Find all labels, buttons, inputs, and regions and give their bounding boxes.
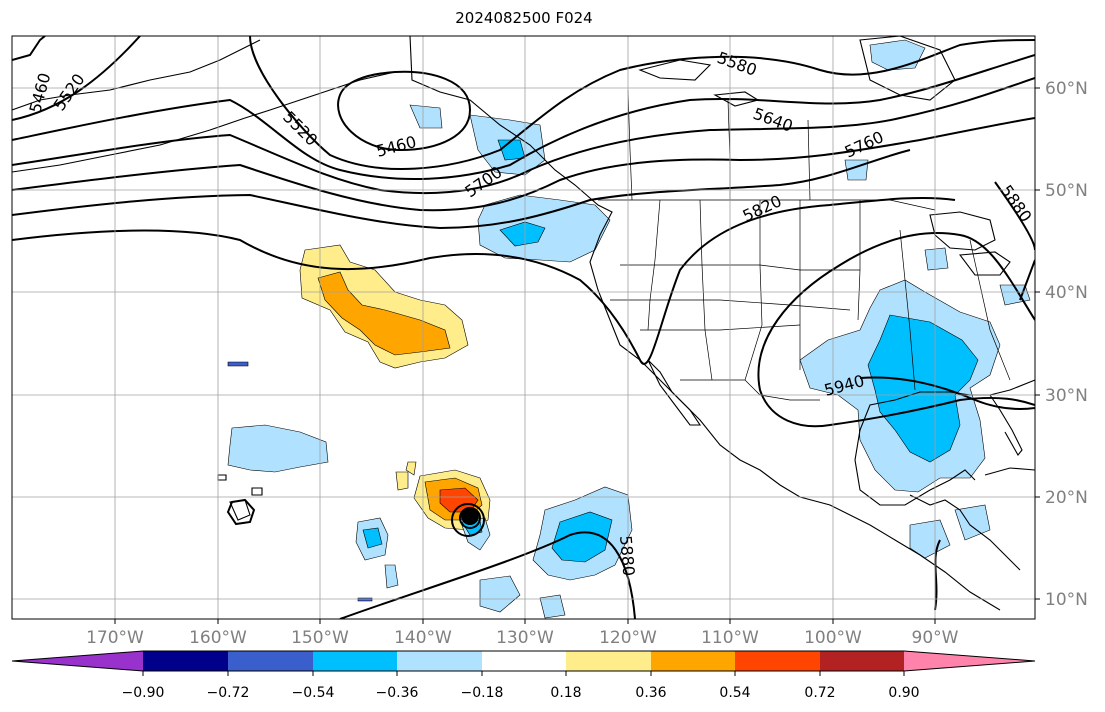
colorbar-segment bbox=[735, 651, 820, 671]
contour-5580 bbox=[12, 54, 1035, 181]
lat-label: 40°N bbox=[1045, 283, 1088, 303]
contour-label: 5880 bbox=[616, 535, 638, 577]
colorbar: −0.90 −0.72 −0.54 −0.36 −0.18 0.18 0.36 … bbox=[11, 650, 1036, 701]
contour-label: 5880 bbox=[997, 181, 1036, 225]
contour-label: 5460 bbox=[374, 132, 418, 161]
colorbar-tick-label: −0.72 bbox=[207, 685, 250, 701]
map-title: 2024082500 F024 bbox=[455, 9, 593, 27]
lon-label: 170°W bbox=[86, 628, 144, 648]
colorbar-segment bbox=[313, 651, 397, 671]
contour-label: 5460 bbox=[26, 71, 55, 115]
map-area: 5460 5520 5520 5460 5700 5580 5640 5760 … bbox=[12, 36, 1036, 619]
contour-label: 5760 bbox=[842, 127, 887, 161]
latitude-labels: 60°N 50°N 40°N 30°N 20°N 10°N bbox=[1045, 79, 1088, 610]
contour-5880-gulf bbox=[757, 232, 1035, 428]
colorbar-tick-label: 0.18 bbox=[550, 685, 581, 701]
colorbar-segment bbox=[482, 651, 566, 671]
lat-label: 50°N bbox=[1045, 181, 1088, 201]
lon-label: 90°W bbox=[912, 628, 959, 648]
height-contours bbox=[12, 36, 1035, 619]
contour-5460-low bbox=[337, 70, 472, 152]
contour-5940 bbox=[859, 376, 1035, 410]
colorbar-segment bbox=[397, 651, 482, 671]
colorbar-extend-low bbox=[12, 651, 143, 671]
colorbar-segment bbox=[566, 651, 651, 671]
warm-anomaly-core bbox=[317, 271, 451, 356]
colorbar-tick-label: 0.36 bbox=[635, 685, 666, 701]
colorbar-tick-label: −0.18 bbox=[461, 685, 504, 701]
colorbar-extend-high bbox=[904, 651, 1035, 671]
colorbar-segment bbox=[228, 651, 313, 671]
contour-5460-north bbox=[12, 36, 46, 61]
colorbar-tick-label: −0.90 bbox=[122, 685, 165, 701]
lon-label: 140°W bbox=[394, 628, 452, 648]
lat-label: 60°N bbox=[1045, 79, 1088, 99]
contour-5760 bbox=[12, 149, 911, 230]
contour-5700 bbox=[12, 117, 1035, 212]
axis-ticks bbox=[114, 87, 1040, 624]
gridlines bbox=[12, 36, 1035, 619]
cyclone-contour-outer bbox=[451, 503, 485, 537]
colorbar-tick-label: −0.36 bbox=[376, 685, 419, 701]
colorbar-segment bbox=[820, 651, 904, 671]
cyclone-center-marker bbox=[461, 507, 479, 525]
contour-label: 5820 bbox=[740, 191, 785, 225]
coastlines bbox=[12, 36, 1035, 611]
lat-label: 20°N bbox=[1045, 488, 1088, 508]
lon-label: 120°W bbox=[599, 628, 657, 648]
contour-label: 5520 bbox=[50, 70, 89, 114]
lon-label: 110°W bbox=[701, 628, 759, 648]
lat-label: 30°N bbox=[1045, 386, 1088, 406]
contour-label: 5520 bbox=[279, 107, 321, 149]
lon-label: 130°W bbox=[496, 628, 554, 648]
longitude-labels: 170°W 160°W 150°W 140°W 130°W 120°W 110°… bbox=[86, 628, 959, 648]
lat-label: 10°N bbox=[1045, 590, 1088, 610]
colorbar-tick-label: −0.54 bbox=[292, 685, 335, 701]
political-boundaries bbox=[598, 89, 1011, 401]
contour-5820 bbox=[12, 196, 956, 365]
contour-label: 5580 bbox=[715, 48, 760, 80]
colorbar-tick-label: 0.72 bbox=[804, 685, 835, 701]
lon-label: 150°W bbox=[291, 628, 349, 648]
contour-label: 5640 bbox=[751, 104, 796, 136]
lon-label: 100°W bbox=[804, 628, 862, 648]
cool-anomaly-area bbox=[227, 424, 329, 473]
colorbar-tick-label: 0.90 bbox=[888, 685, 919, 701]
contour-5640 bbox=[12, 77, 1035, 195]
map-frame bbox=[11, 35, 1036, 620]
contour-5520 bbox=[12, 36, 1035, 170]
colorbar-segment bbox=[143, 651, 228, 671]
colorbar-segment bbox=[651, 651, 735, 671]
lon-label: 160°W bbox=[189, 628, 247, 648]
colorbar-tick-label: 0.54 bbox=[719, 685, 750, 701]
